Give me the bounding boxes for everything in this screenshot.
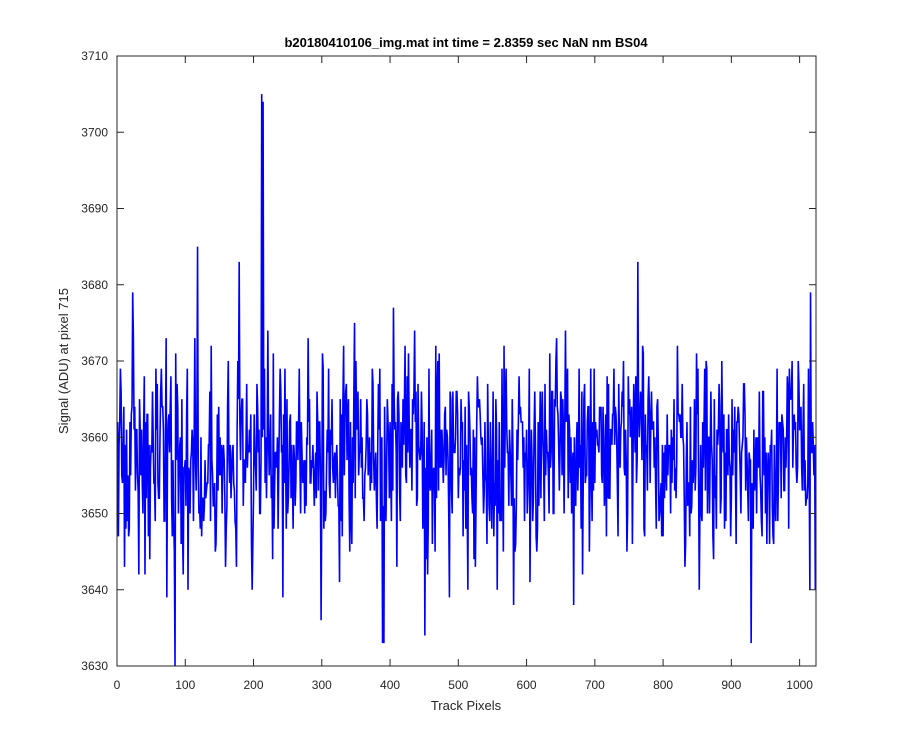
x-tick-label: 100 [175, 678, 195, 692]
x-tick-label: 1000 [786, 678, 813, 692]
plot-area [117, 56, 816, 666]
y-tick-label: 3670 [81, 354, 108, 368]
ticks-layer: 0 100 200 300 400 500 600 700 800 900 1000 3630 3640… [81, 49, 816, 692]
x-tick-label: 400 [380, 678, 400, 692]
y-tick-label: 3630 [81, 659, 108, 673]
signal-series-line [117, 94, 816, 666]
x-tick-label: 700 [585, 678, 605, 692]
y-tick-label: 3710 [81, 49, 108, 63]
y-tick-label: 3650 [81, 507, 108, 521]
x-tick-label: 800 [653, 678, 673, 692]
x-tick-label: 900 [721, 678, 741, 692]
chart-title: b20180410106_img.mat int time = 2.8359 s… [284, 35, 648, 50]
x-tick-label: 300 [312, 678, 332, 692]
x-tick-label: 0 [114, 678, 121, 692]
y-tick-label: 3700 [81, 125, 108, 139]
y-tick-label: 3660 [81, 430, 108, 444]
x-tick-label: 200 [244, 678, 264, 692]
x-tick-label: 600 [517, 678, 537, 692]
y-tick-label: 3680 [81, 278, 108, 292]
x-tick-label: 500 [448, 678, 468, 692]
y-axis-label: Signal (ADU) at pixel 715 [56, 288, 71, 434]
x-axis-label: Track Pixels [431, 698, 502, 713]
series-layer [117, 94, 816, 666]
y-tick-label: 3690 [81, 202, 108, 216]
y-tick-label: 3640 [81, 583, 108, 597]
